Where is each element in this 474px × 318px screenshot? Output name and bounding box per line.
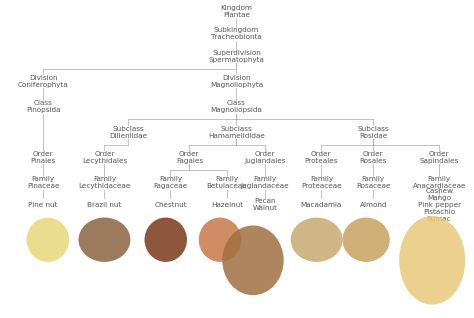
Text: Family
Rosaceae: Family Rosaceae — [356, 176, 391, 189]
Text: Pecan
Walnut: Pecan Walnut — [252, 198, 277, 211]
Text: Kingdom
Plantae: Kingdom Plantae — [220, 5, 253, 18]
Text: Chestnut: Chestnut — [154, 202, 187, 208]
Text: Family
Anacardiaceae: Family Anacardiaceae — [412, 176, 466, 189]
Text: Order
Sapindales: Order Sapindales — [419, 151, 459, 164]
Text: Family
Betulaceae: Family Betulaceae — [207, 176, 247, 189]
Text: Macadamia: Macadamia — [301, 202, 342, 208]
Text: Subclass
Rosidae: Subclass Rosidae — [357, 126, 389, 139]
Text: Subclass
Dilleniidae: Subclass Dilleniidae — [109, 126, 147, 139]
Text: Family
Fagaceae: Family Fagaceae — [153, 176, 188, 189]
Text: Subkingdom
Tracheobionta: Subkingdom Tracheobionta — [211, 27, 262, 40]
Text: Pine nut: Pine nut — [28, 202, 58, 208]
Ellipse shape — [199, 218, 241, 262]
Text: Superdivision
Spermatophyta: Superdivision Spermatophyta — [209, 50, 264, 63]
Text: Family
Proteaceae: Family Proteaceae — [301, 176, 342, 189]
Ellipse shape — [291, 218, 343, 262]
Text: Brazil nut: Brazil nut — [87, 202, 122, 208]
Ellipse shape — [343, 218, 390, 262]
Ellipse shape — [222, 225, 283, 295]
Text: Order
Rosales: Order Rosales — [360, 151, 387, 164]
Text: Division
Magnoliophyta: Division Magnoliophyta — [210, 75, 263, 88]
Text: Family
Juglandaceae: Family Juglandaceae — [240, 176, 289, 189]
Text: Division
Coniferophyta: Division Coniferophyta — [18, 75, 69, 88]
Text: Hazelnut: Hazelnut — [211, 202, 243, 208]
Text: Almond: Almond — [359, 202, 387, 208]
Text: Order
Fagales: Order Fagales — [176, 151, 203, 164]
Text: Class
Magnoliopsida: Class Magnoliopsida — [210, 100, 263, 113]
Ellipse shape — [399, 216, 465, 305]
Text: Order
Pinales: Order Pinales — [30, 151, 56, 164]
Ellipse shape — [145, 218, 187, 262]
Text: Subclass
Hamamelididae: Subclass Hamamelididae — [208, 126, 265, 139]
Text: Family
Pinaceae: Family Pinaceae — [27, 176, 59, 189]
Ellipse shape — [27, 218, 69, 262]
Text: Cashew
Mango
Pink pepper
Pistachio
Sumac: Cashew Mango Pink pepper Pistachio Sumac — [418, 188, 461, 222]
Ellipse shape — [79, 218, 130, 262]
Text: Class
Pinopsida: Class Pinopsida — [26, 100, 60, 113]
Text: Order
Juglandales: Order Juglandales — [244, 151, 285, 164]
Text: Order
Proteales: Order Proteales — [305, 151, 338, 164]
Text: Family
Lecythidaceae: Family Lecythidaceae — [78, 176, 131, 189]
Text: Order
Lecythidales: Order Lecythidales — [82, 151, 127, 164]
